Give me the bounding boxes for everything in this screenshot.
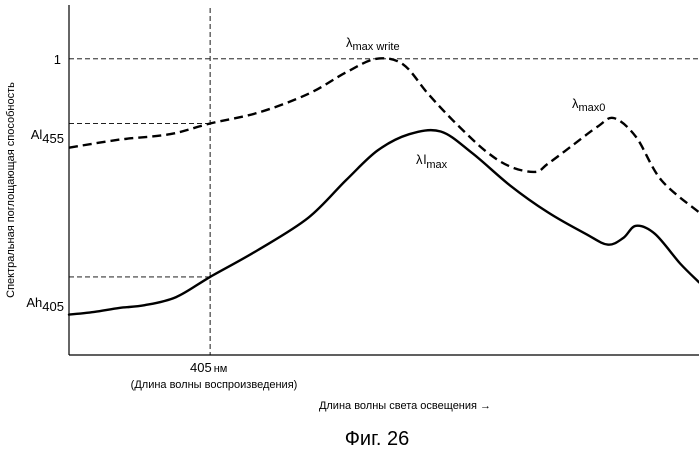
annotation-lambda-max0: λmax0 xyxy=(572,96,605,114)
annotation-lambda-l-max: λlmax xyxy=(416,152,448,171)
guide-lines xyxy=(69,8,699,355)
chart-figure: 1 Al455 Ah405 405нм (Длина волны воспрои… xyxy=(0,0,699,449)
figure-caption: Фиг. 26 xyxy=(345,428,410,449)
y-tick-label-al455: Al455 xyxy=(31,127,64,146)
y-tick-label-1: 1 xyxy=(54,52,61,67)
x-axis-title: Длина волны света освещения → xyxy=(319,400,491,412)
y-axis-title: Спектральная поглощающая способность xyxy=(5,82,17,298)
y-tick-label-ah405: Ah405 xyxy=(26,295,64,314)
absorption-curve-dashed xyxy=(69,58,699,212)
absorption-curve-solid xyxy=(69,130,699,314)
x-tick-label-405: 405нм xyxy=(190,360,227,375)
annotation-lambda-max-write: λmax write xyxy=(346,35,400,53)
x-tick-note: (Длина волны воспроизведения) xyxy=(131,379,298,391)
